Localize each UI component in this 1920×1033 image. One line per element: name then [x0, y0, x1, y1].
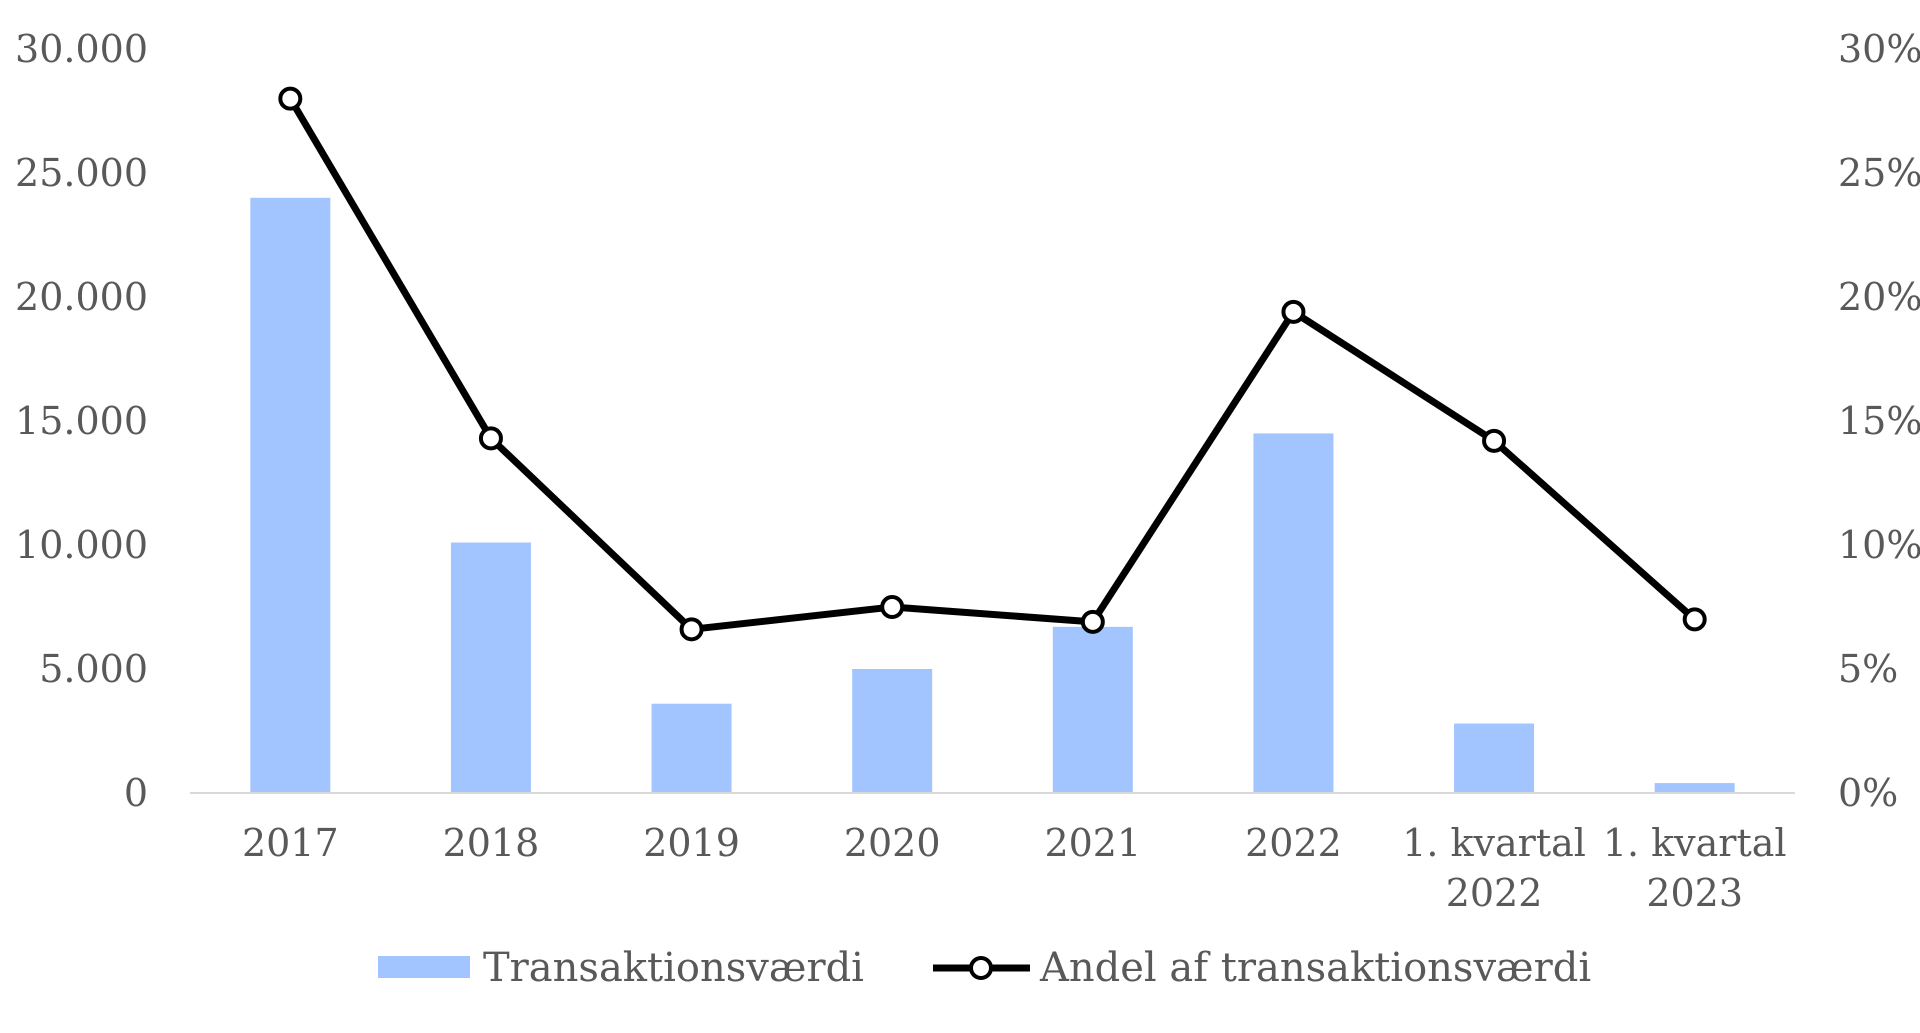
line-point [880, 595, 905, 619]
bar [450, 542, 531, 793]
left-tick-label: 15.000 [15, 399, 148, 443]
legend-swatch-bar [378, 956, 470, 978]
x-tick-label-line: 1. kvartal [1603, 821, 1787, 865]
line-point [478, 426, 503, 451]
line-point [1482, 428, 1507, 453]
left-tick-label: 0 [124, 771, 148, 815]
right-tick-label: 10% [1838, 523, 1920, 567]
x-tick-label: 2017 [242, 821, 339, 865]
x-tick-label: 2021 [1044, 821, 1141, 865]
bar [1654, 783, 1735, 793]
legend-label-bar: Transaktionsværdi [483, 945, 864, 991]
right-tick-label: 0% [1838, 771, 1898, 815]
right-axis-ticks: 0% 5% 10% 15% 20% 25% 30% [1838, 27, 1920, 815]
bar-series [250, 197, 1735, 794]
bar [1052, 626, 1133, 793]
right-tick-label: 30% [1838, 27, 1920, 71]
x-tick-label-line: 1. kvartal [1402, 821, 1586, 865]
line-point [1281, 299, 1306, 324]
bar [852, 669, 933, 793]
line-series [278, 86, 1707, 642]
x-tick-label: 2019 [643, 821, 740, 865]
left-tick-label: 20.000 [15, 275, 148, 319]
bar [250, 197, 331, 794]
series-line [287, 96, 1698, 633]
x-tick-label-line: 2022 [1245, 821, 1342, 865]
x-tick-label-line: 2017 [242, 821, 339, 865]
bar [1253, 433, 1334, 793]
line-point [1682, 607, 1707, 632]
line-point [679, 617, 704, 642]
x-tick-label: 2018 [443, 821, 540, 865]
x-tick-label: 2020 [844, 821, 941, 865]
left-tick-label: 10.000 [15, 523, 148, 567]
left-axis-ticks: 0 5.000 10.000 15.000 20.000 25.000 30.000 [15, 27, 148, 815]
x-axis-labels: 2017 2018 2019 2020 2021 2022 1. kvartal 20221.… [242, 821, 1787, 915]
right-tick-label: 5% [1838, 647, 1898, 691]
line-point [278, 86, 303, 111]
legend-marker-line [969, 956, 993, 980]
legend: Transaktionsværdi Andel af transaktionsv… [378, 945, 1591, 991]
x-tick-label: 2022 [1245, 821, 1342, 865]
left-tick-label: 30.000 [15, 27, 148, 71]
x-tick-label: 1. kvartal 2022 [1402, 821, 1586, 915]
x-tick-label-line: 2023 [1646, 871, 1743, 915]
x-tick-label-line: 2021 [1044, 821, 1141, 865]
left-tick-label: 5.000 [39, 647, 148, 691]
x-tick-label: 1. kvartal 2023 [1603, 821, 1787, 915]
line-point [1080, 609, 1105, 634]
right-tick-label: 15% [1838, 399, 1920, 443]
right-tick-label: 20% [1838, 275, 1920, 319]
x-tick-label-line: 2018 [443, 821, 540, 865]
x-tick-label-line: 2019 [643, 821, 740, 865]
x-tick-label-line: 2022 [1446, 871, 1543, 915]
right-tick-label: 25% [1838, 151, 1920, 195]
bar [1454, 723, 1535, 793]
x-tick-label-line: 2020 [844, 821, 941, 865]
bar [651, 703, 732, 793]
legend-label-line: Andel af transaktionsværdi [1039, 945, 1591, 991]
left-tick-label: 25.000 [15, 151, 148, 195]
